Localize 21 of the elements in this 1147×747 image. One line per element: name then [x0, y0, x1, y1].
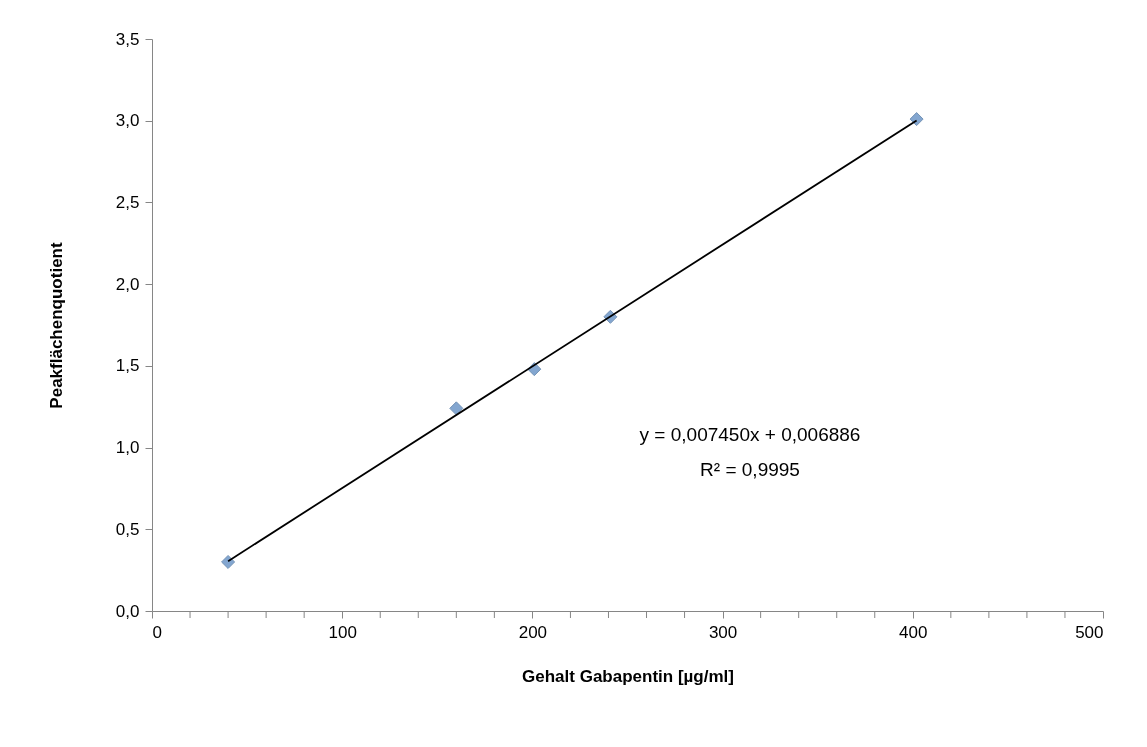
- point: [909, 112, 924, 127]
- annotation: R² = 0,9995: [700, 459, 800, 480]
- y-tick-label: 3,0: [115, 111, 140, 131]
- x-tick-label: 100: [328, 622, 357, 642]
- point: [221, 554, 236, 569]
- y-tick-label: 0,0: [115, 601, 140, 621]
- y-tick-label: 2,5: [115, 192, 140, 212]
- x-tick-label: 500: [1075, 622, 1104, 642]
- y-tick-label: 0,5: [115, 519, 140, 539]
- x-tick-label: 0: [152, 622, 162, 642]
- y-tick-label: 3,5: [115, 29, 140, 49]
- y-tick-label: 2,0: [115, 274, 140, 294]
- annotation: y = 0,007450x + 0,006886: [639, 424, 861, 445]
- x-tick-label: 300: [708, 622, 738, 642]
- x-tick-label: 400: [899, 622, 928, 642]
- point: [449, 401, 464, 416]
- x-tick-label: 200: [518, 622, 548, 642]
- y-tick-label: 1,5: [115, 356, 140, 376]
- y-axis-title: Peakflächenquotient: [46, 242, 66, 409]
- x-axis-title: Gehalt Gabapentin [µg/ml]: [522, 666, 734, 686]
- y-tick-label: 1,0: [115, 438, 140, 458]
